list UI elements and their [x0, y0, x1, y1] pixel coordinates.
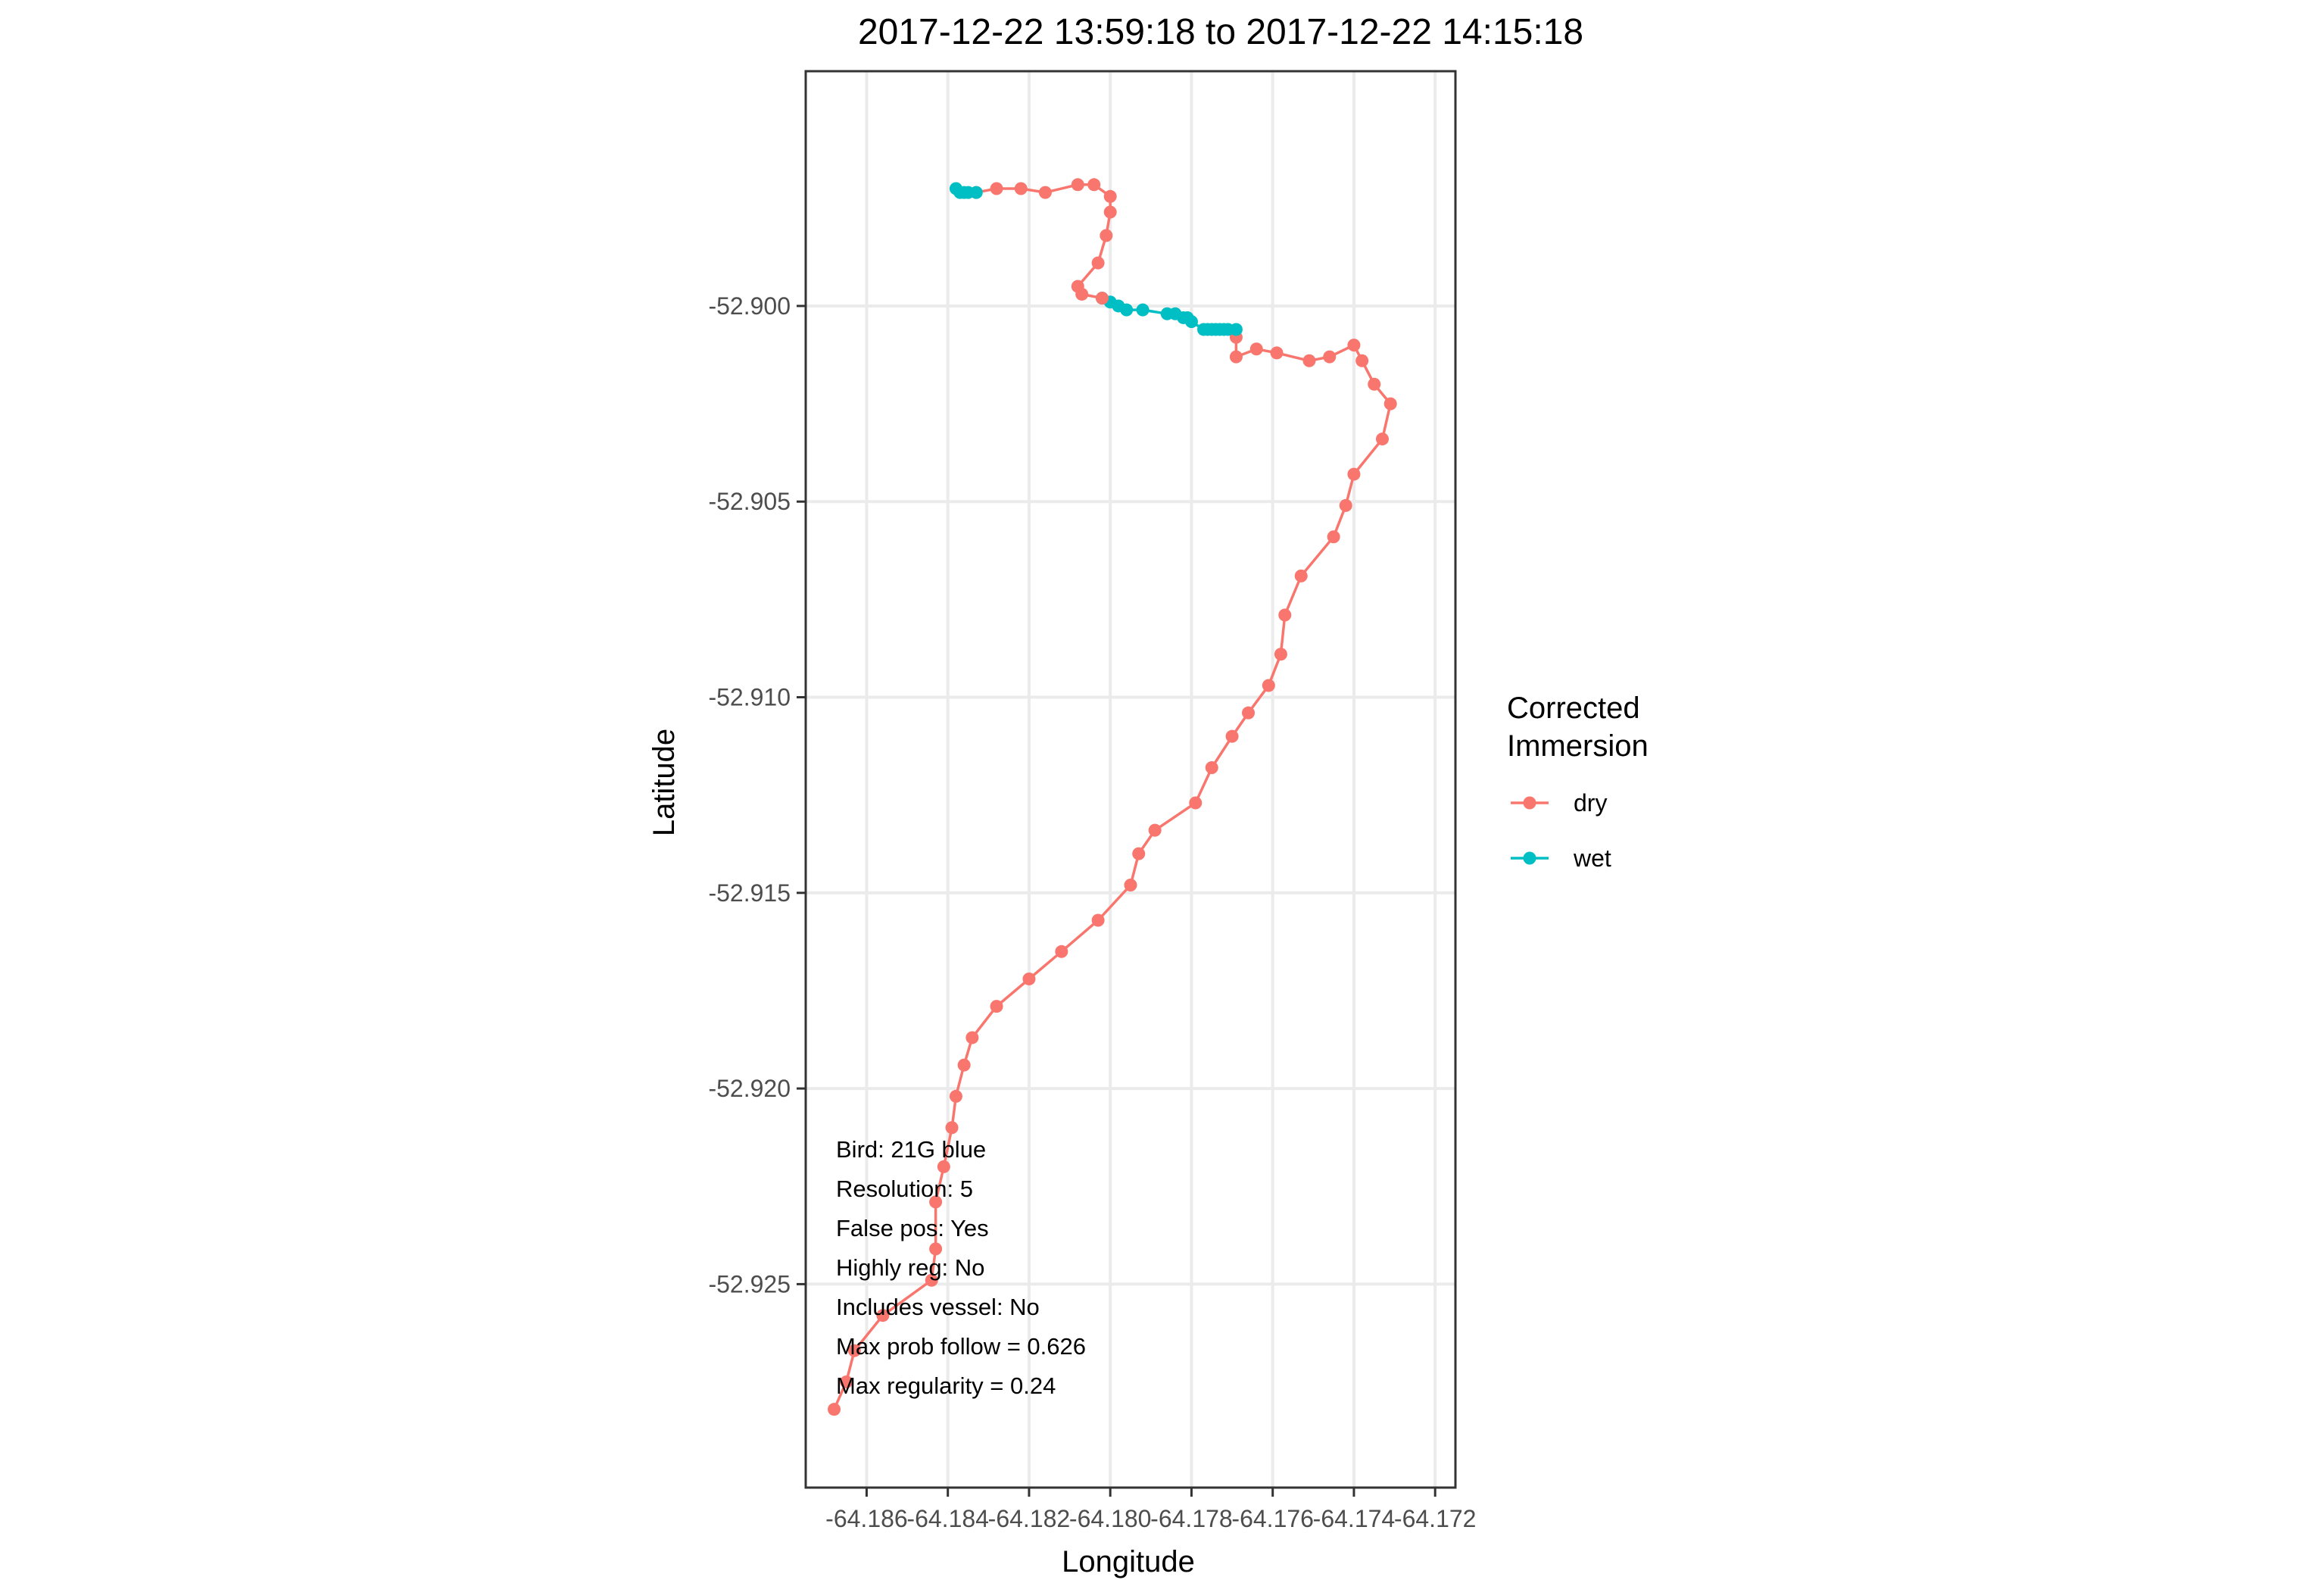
panel-border	[804, 70, 1457, 1489]
data-point-dry	[1339, 498, 1352, 512]
data-point-dry	[1323, 350, 1337, 364]
data-point-dry	[965, 1031, 979, 1044]
grid-lines	[806, 71, 1455, 1488]
data-point-dry	[1100, 229, 1113, 242]
data-point-dry	[1095, 292, 1109, 305]
annotation-line: Resolution: 5	[836, 1176, 973, 1202]
y-tick-label: -52.915	[708, 879, 791, 907]
data-point-dry	[876, 1309, 890, 1322]
x-axis: -64.186-64.184-64.182-64.180-64.178-64.1…	[825, 1488, 1476, 1532]
x-axis-title: Longitude	[1062, 1545, 1195, 1578]
data-point-dry	[1225, 729, 1239, 743]
x-tick-label: -64.180	[1069, 1505, 1152, 1532]
data-point-dry	[1229, 350, 1243, 364]
legend-key-point	[1523, 796, 1536, 810]
data-point-dry	[1249, 342, 1263, 356]
data-point-dry	[1103, 189, 1117, 203]
data-point-dry	[1103, 205, 1117, 219]
data-point-dry	[990, 1000, 1003, 1013]
data-point-wet	[1136, 303, 1150, 317]
data-point-dry	[1355, 354, 1369, 367]
data-point-dry	[1368, 377, 1381, 391]
data-point-wet	[1160, 307, 1174, 320]
data-point-dry	[1124, 878, 1137, 891]
annotation-line: Bird: 21G blue	[836, 1136, 986, 1163]
x-tick-label: -64.174	[1313, 1505, 1396, 1532]
data-point-dry	[949, 1089, 962, 1103]
legend-key-point	[1523, 851, 1536, 865]
y-axis-title: Latitude	[647, 729, 681, 836]
legend-title: Immersion	[1507, 729, 1649, 763]
x-tick-label: -64.182	[988, 1505, 1071, 1532]
data-point-dry	[1274, 648, 1287, 661]
data-point-dry	[1327, 530, 1340, 544]
data-point-dry	[1375, 432, 1389, 446]
annotation-line: False pos: Yes	[836, 1215, 989, 1241]
data-point-dry	[1055, 945, 1068, 958]
data-point-dry	[1189, 796, 1203, 810]
series-line-dry	[832, 337, 1393, 1410]
legend-title: Corrected	[1507, 692, 1640, 725]
annotation-block: Bird: 21G blue Resolution: 5 False pos: Ye…	[836, 1136, 1086, 1399]
y-tick-label: -52.900	[708, 292, 791, 320]
data-point-dry	[1087, 178, 1101, 192]
data-point-dry	[1014, 182, 1028, 195]
data-point-dry	[1347, 339, 1361, 352]
legend-label-wet: wet	[1573, 845, 1611, 872]
data-point-dry	[1262, 679, 1275, 692]
x-tick-label: -64.176	[1231, 1505, 1314, 1532]
data-point-dry	[1278, 608, 1292, 622]
x-tick-label: -64.186	[825, 1505, 908, 1532]
data-point-dry	[1071, 279, 1084, 293]
data-point-wet	[1197, 323, 1211, 336]
data-point-dry	[1071, 178, 1084, 192]
annotation-line: Max regularity = 0.24	[836, 1372, 1056, 1399]
plot-panel: Bird: 21G blue Resolution: 5 False pos: Ye…	[804, 70, 1457, 1489]
data-point-dry	[929, 1242, 943, 1256]
data-point-dry	[1038, 186, 1052, 199]
data-point-wet	[949, 182, 962, 195]
x-tick-label: -64.172	[1394, 1505, 1477, 1532]
y-tick-label: -52.920	[708, 1075, 791, 1102]
data-point-dry	[990, 182, 1003, 195]
data-point-dry	[1132, 847, 1146, 860]
annotation-line: Max prob follow = 0.626	[836, 1333, 1086, 1360]
chart-title: 2017-12-22 13:59:18 to 2017-12-22 14:15:…	[858, 12, 1583, 52]
data-point-dry	[1347, 467, 1361, 481]
data-point-dry	[1022, 972, 1036, 985]
y-axis: -52.900 -52.905 -52.910 -52.915 -52.920 -52.9…	[708, 292, 806, 1297]
x-tick-label: -64.178	[1150, 1505, 1233, 1532]
data-point-dry	[828, 1403, 841, 1416]
data-point-dry	[937, 1160, 950, 1173]
data-point-dry	[1091, 256, 1105, 270]
data-point-dry	[1270, 346, 1284, 360]
data-point-dry	[945, 1121, 959, 1135]
y-tick-label: -52.925	[708, 1270, 791, 1297]
y-tick-label: -52.910	[708, 684, 791, 711]
legend-label-dry: dry	[1574, 789, 1607, 817]
series-points	[828, 178, 1397, 1416]
annotation-line: Highly reg: No	[836, 1254, 984, 1281]
data-point-dry	[929, 1195, 943, 1209]
data-point-dry	[1205, 761, 1218, 775]
annotation-line: Includes vessel: No	[836, 1294, 1040, 1320]
data-point-dry	[957, 1058, 971, 1072]
data-point-dry	[1091, 913, 1105, 927]
x-tick-label: -64.184	[906, 1505, 989, 1532]
data-point-dry	[840, 1375, 853, 1389]
data-point-dry	[1383, 397, 1397, 411]
data-point-dry	[1148, 823, 1162, 837]
y-tick-label: -52.905	[708, 488, 791, 515]
series-line-dry	[975, 183, 1112, 300]
data-point-dry	[1242, 706, 1256, 720]
data-point-dry	[847, 1344, 861, 1357]
legend: Corrected Immersion dry wet	[1507, 692, 1649, 872]
data-point-dry	[1294, 569, 1308, 582]
data-point-dry	[925, 1273, 938, 1287]
data-point-dry	[1302, 354, 1316, 367]
